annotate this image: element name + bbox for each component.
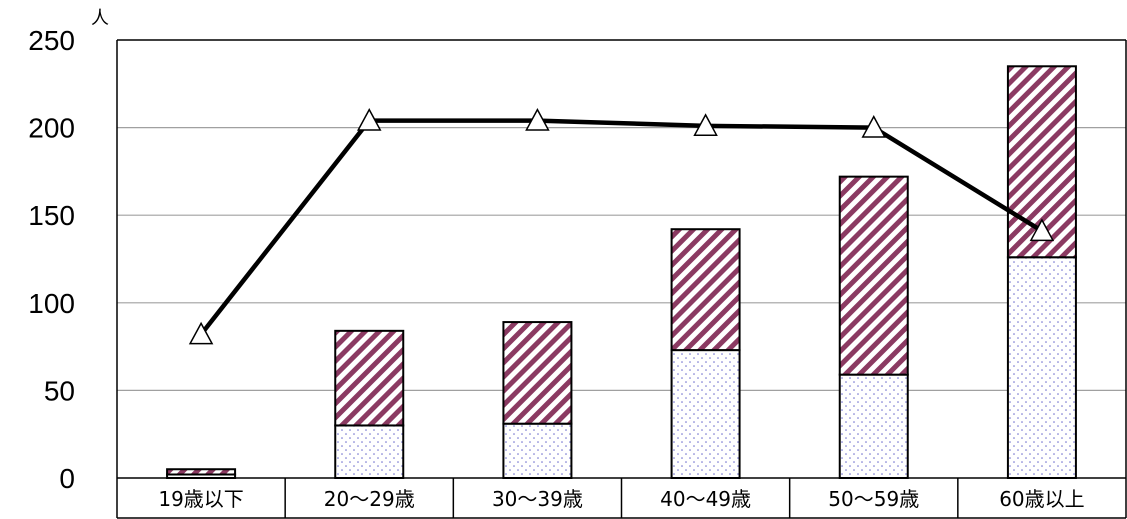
line-series — [188, 108, 1055, 345]
x-category-label: 20～29歳 — [324, 487, 415, 511]
line-series-path — [199, 118, 1044, 336]
bar-segment-diagonal-stripes — [838, 175, 909, 376]
x-category-label: 30～39歳 — [492, 487, 583, 511]
axis-labels: 0 50 100 150 200 250 人 19歳以下 20～29歳 30～39歳 40～49歳 5… — [28, 8, 1084, 511]
y-tick-label: 100 — [28, 288, 75, 319]
bar-segment-dots — [838, 373, 909, 479]
bar-segment-diagonal-stripes — [166, 468, 237, 476]
y-tick-label: 250 — [28, 25, 75, 56]
bar-segment-dots — [334, 424, 405, 480]
triangle-marker — [356, 108, 382, 131]
triangle-marker — [861, 115, 887, 138]
triangle-marker — [693, 113, 718, 136]
bar-segment-dots — [1006, 256, 1077, 479]
x-category-label: 50～59歳 — [828, 487, 919, 511]
y-tick-label: 50 — [44, 375, 75, 406]
y-tick-label: 0 — [59, 463, 75, 494]
bar-segment-diagonal-stripes — [670, 228, 741, 352]
triangle-marker — [188, 321, 214, 345]
bar-segment-dots — [502, 422, 573, 479]
y-tick-label: 200 — [28, 113, 75, 144]
gridlines — [117, 126, 1126, 391]
bar-segment-diagonal-stripes — [334, 329, 405, 427]
y-unit-label: 人 — [91, 8, 109, 29]
x-category-label: 19歳以下 — [158, 487, 243, 511]
x-category-label: 60歳以上 — [999, 487, 1084, 511]
plot-frame — [116, 39, 1127, 519]
bars — [166, 65, 1077, 480]
y-tick-label: 150 — [28, 200, 75, 231]
triangle-marker — [1029, 218, 1055, 242]
bar-segment-diagonal-stripes — [502, 321, 573, 425]
bar-segment-dots — [670, 349, 741, 479]
x-category-label: 40～49歳 — [660, 487, 751, 511]
triangle-marker — [525, 108, 550, 131]
